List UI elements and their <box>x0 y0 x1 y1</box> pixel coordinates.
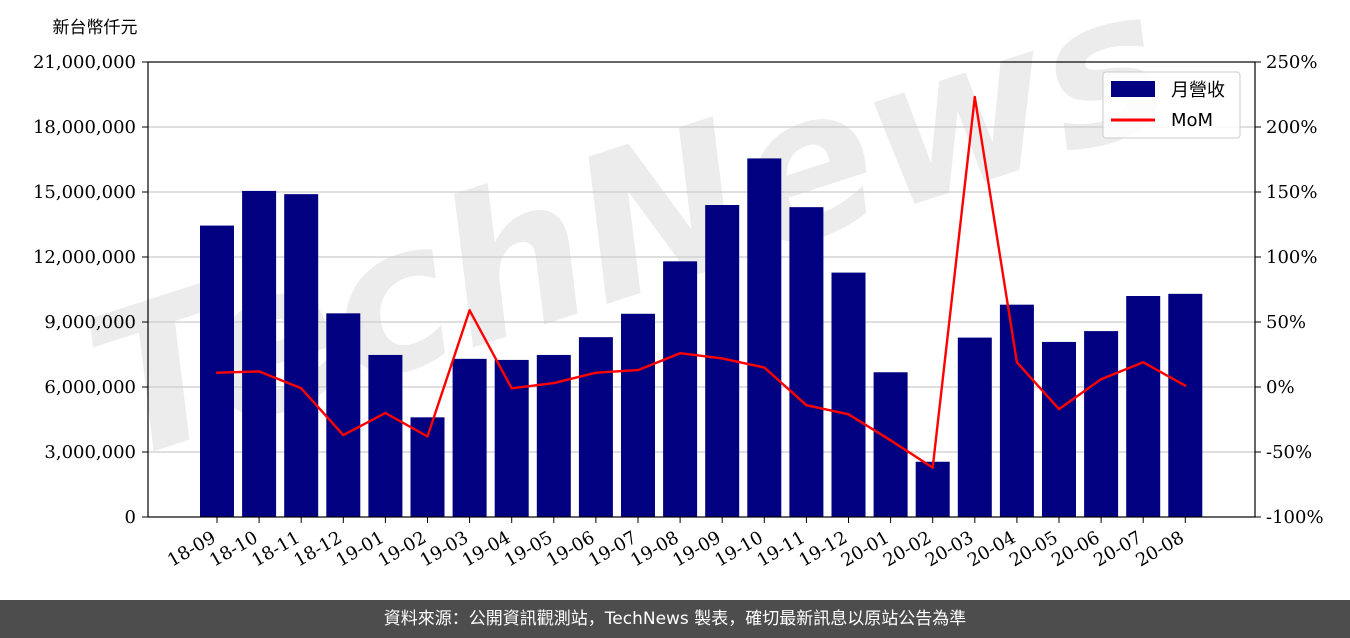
mom-point-19-05 <box>552 381 555 385</box>
mom-point-19-03 <box>468 309 471 312</box>
bar-18-10 <box>242 190 277 517</box>
bar-19-03 <box>452 358 487 517</box>
bar-series <box>200 158 1203 518</box>
legend: 月營收 MoM <box>1102 71 1241 139</box>
mom-point-20-04 <box>1015 361 1019 364</box>
mom-point-20-05 <box>1057 407 1061 411</box>
bar-19-06 <box>578 337 613 517</box>
mom-point-20-01 <box>889 439 892 442</box>
mom-point-19-06 <box>594 371 598 374</box>
y-left-tick-label: 12,000,000 <box>33 247 136 268</box>
bar-20-04 <box>999 304 1034 517</box>
y-left-tick-label: 9,000,000 <box>44 312 136 333</box>
legend-label-mom: MoM <box>1171 110 1213 131</box>
y-right-tick-label: 150% <box>1266 182 1317 203</box>
y-left-tick-label: 3,000,000 <box>44 442 136 463</box>
bar-19-04 <box>494 359 529 517</box>
mom-point-18-10 <box>257 370 261 373</box>
y-left-tick-label: 21,000,000 <box>33 52 136 73</box>
source-footer: 資料來源：公開資訊觀測站，TechNews 製表，確切最新訊息以原站公告為準 <box>0 600 1350 638</box>
y-axis-unit-label: 新台幣仟元 <box>53 18 138 38</box>
mom-point-18-12 <box>342 433 345 437</box>
mom-line <box>216 95 1186 469</box>
y-right-tick-label: -50% <box>1266 442 1312 463</box>
mom-point-19-09 <box>721 357 724 360</box>
bar-20-05 <box>1042 341 1076 517</box>
y-left-tick-label: 0 <box>125 507 136 528</box>
y-right-tick-label: 200% <box>1266 117 1317 138</box>
mom-point-19-07 <box>636 368 640 372</box>
bar-19-01 <box>368 354 403 517</box>
chart: TechNews 03,000,0006,000,0009,000,00012,… <box>33 0 1324 571</box>
y-axis-left: 0 3,000,000 6,000,000 9,000,000 12,000,000 15… <box>33 52 148 528</box>
y-left-tick-label: 15,000,000 <box>33 182 136 203</box>
bar-18-11 <box>284 194 319 517</box>
x-tick-label: 20-08 <box>1132 527 1187 571</box>
bar-20-01 <box>873 372 908 517</box>
bar-19-02 <box>410 417 445 517</box>
mom-point-19-02 <box>426 435 429 438</box>
bar-19-11 <box>789 207 824 517</box>
mom-point-19-01 <box>384 411 387 415</box>
legend-swatch-bar <box>1111 81 1155 97</box>
mom-point-19-12 <box>847 413 850 416</box>
mom-point-20-03 <box>973 95 976 99</box>
mom-point-19-10 <box>763 366 766 369</box>
mom-point-20-06 <box>1099 378 1103 381</box>
bar-20-07 <box>1126 296 1161 517</box>
bar-19-10 <box>747 158 782 517</box>
mom-point-19-11 <box>805 404 808 407</box>
bar-20-08 <box>1168 293 1203 517</box>
mom-point-19-04 <box>510 387 513 390</box>
bar-19-08 <box>663 261 698 517</box>
y-right-tick-label: 100% <box>1266 247 1317 268</box>
y-right-tick-label: 250% <box>1266 52 1317 73</box>
y-right-tick-label: 0% <box>1266 377 1295 398</box>
bar-19-07 <box>621 313 655 517</box>
legend-label-revenue: 月營收 <box>1171 80 1225 101</box>
y-right-tick-label: 50% <box>1266 312 1306 333</box>
bar-20-06 <box>1084 331 1119 517</box>
line-series <box>215 95 1187 469</box>
mom-point-18-11 <box>300 387 303 390</box>
x-axis: 18-0918-1018-1118-1219-0119-0219-0319-04… <box>164 517 1188 571</box>
bar-20-02 <box>915 461 950 517</box>
mom-point-20-07 <box>1142 361 1145 364</box>
bar-18-12 <box>326 313 361 517</box>
bar-20-03 <box>957 337 992 517</box>
bar-19-12 <box>831 272 866 517</box>
y-axis-right: -100% -50% 0% 50% 100% 150% 200% 250% <box>1255 52 1324 528</box>
y-left-tick-label: 6,000,000 <box>44 377 136 398</box>
plot-frame <box>147 61 1256 518</box>
mom-point-20-02 <box>931 466 934 469</box>
mom-point-19-08 <box>678 352 682 355</box>
y-left-tick-label: 18,000,000 <box>33 117 136 138</box>
y-right-tick-label: -100% <box>1266 507 1324 528</box>
mom-point-18-09 <box>215 371 219 374</box>
mom-point-20-08 <box>1184 384 1187 387</box>
